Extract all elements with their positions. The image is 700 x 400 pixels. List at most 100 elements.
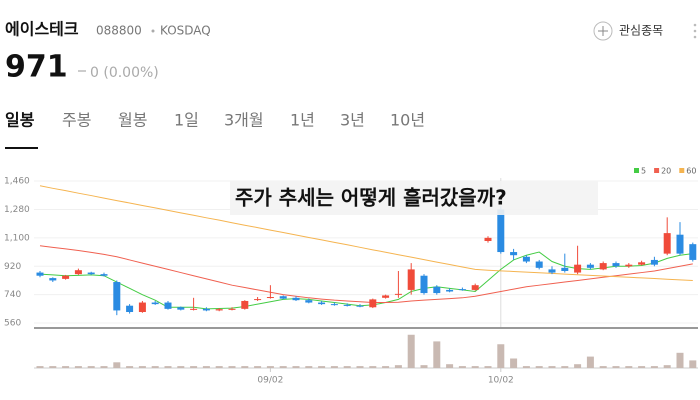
volume-bar <box>663 365 671 368</box>
tab[interactable]: 월봉 <box>118 111 147 130</box>
candle-body <box>74 270 82 275</box>
annotation: 주가 추세는 어떻게 흘러갔을까? <box>235 186 507 210</box>
volume-bar <box>484 366 492 368</box>
volume-bar <box>87 366 95 368</box>
candle-body <box>599 263 607 270</box>
candle-body <box>305 300 313 303</box>
tab[interactable]: 1년 <box>290 111 315 130</box>
tabs: 일봉 주봉 월봉 1일 3개월 1년 3년 10년 <box>5 111 425 130</box>
x-tick-label: 09/02 <box>257 376 283 386</box>
volume-bar <box>356 366 364 368</box>
candle-body <box>382 295 390 298</box>
candle-body <box>113 282 121 311</box>
candle-body <box>497 209 505 253</box>
more-icon[interactable] <box>693 23 697 39</box>
candle-body <box>586 264 594 268</box>
y-tick-label: 1,100 <box>4 233 30 243</box>
candle-body <box>356 305 364 307</box>
watchlist-button[interactable]: 관심종목 <box>619 24 663 38</box>
candle-body <box>663 233 671 254</box>
candle-body <box>343 304 351 306</box>
candle-body <box>126 305 134 313</box>
tab[interactable]: 3년 <box>340 111 365 130</box>
candle-body <box>638 262 646 265</box>
volume-bar <box>510 358 518 368</box>
candle-body <box>484 237 492 242</box>
candle-body <box>522 256 530 262</box>
volume-bar <box>599 366 607 368</box>
volume-bar <box>458 366 466 368</box>
candle-body <box>433 286 441 294</box>
volume-bar <box>74 366 82 368</box>
add-icon[interactable] <box>593 21 613 41</box>
candle-body <box>420 275 428 294</box>
candle-body <box>446 289 454 292</box>
stock-name: 에이스테크 <box>5 20 79 39</box>
y-tick-label: 1,460 <box>4 177 30 187</box>
volume-bar <box>650 366 658 368</box>
candle-body <box>215 309 223 311</box>
candle-body <box>471 285 479 290</box>
tab[interactable]: 10년 <box>390 111 425 130</box>
volume-bar <box>164 366 172 368</box>
volume-bar <box>394 365 402 368</box>
stock-code: 088800 <box>96 24 142 38</box>
volume-bar <box>420 365 428 368</box>
candle-body <box>292 297 300 301</box>
volume-bar <box>689 360 697 368</box>
candle-body <box>279 296 287 299</box>
volume-bar <box>100 366 108 368</box>
candle-body <box>164 302 172 309</box>
candle-body <box>535 261 543 268</box>
volume-bar <box>279 366 287 368</box>
candle-body <box>100 274 108 276</box>
candle-body <box>49 278 57 281</box>
candle-body <box>254 299 262 301</box>
moving-average <box>39 251 693 310</box>
candle-body <box>612 263 620 267</box>
candle-body <box>369 299 377 308</box>
volume-bar <box>369 366 377 368</box>
y-tick-label: 1,280 <box>4 205 30 215</box>
volume-bar <box>446 364 454 368</box>
volume-bar <box>382 366 390 368</box>
current-price: 971 <box>5 50 68 85</box>
legend-swatch <box>654 168 660 173</box>
moving-average <box>39 245 693 304</box>
tab[interactable]: 1일 <box>174 111 199 130</box>
x-tick-label: 10/02 <box>488 376 514 386</box>
y-tick-label: 740 <box>4 290 21 300</box>
candle-body <box>394 293 402 295</box>
y-tick-label: 560 <box>4 319 21 329</box>
legend-swatch <box>679 168 685 173</box>
volume-bar <box>305 366 313 368</box>
candle-body <box>574 264 582 273</box>
candle-body <box>330 304 338 306</box>
volume-bar <box>548 366 556 368</box>
volume-bar <box>292 366 300 368</box>
volume-bar <box>215 366 223 368</box>
price-change: 0 (0.00%) <box>90 65 159 81</box>
volume-bar <box>612 366 620 368</box>
candle-body <box>625 264 633 267</box>
candle-body <box>151 302 159 305</box>
annotation-bg <box>230 181 598 215</box>
volume-bar <box>36 366 44 368</box>
candle-body <box>202 308 210 311</box>
volume-bar <box>318 366 326 368</box>
chart: 560 740 920 1,100 1,280 1,460 09/02 10/02 5 20 60 주… <box>4 167 698 386</box>
candle-body <box>548 269 556 273</box>
volume-bar <box>330 366 338 368</box>
candle-body <box>510 252 518 256</box>
volume-bar <box>126 366 134 368</box>
tab[interactable]: 주봉 <box>62 111 91 130</box>
candle-body <box>458 289 466 291</box>
tab[interactable]: 3개월 <box>224 111 264 130</box>
candle-body <box>407 269 415 290</box>
candle-body <box>241 300 249 309</box>
tab[interactable]: 일봉 <box>5 111 35 130</box>
candle-body <box>228 308 236 310</box>
candle-body <box>177 307 185 310</box>
volume-bar <box>535 366 543 368</box>
